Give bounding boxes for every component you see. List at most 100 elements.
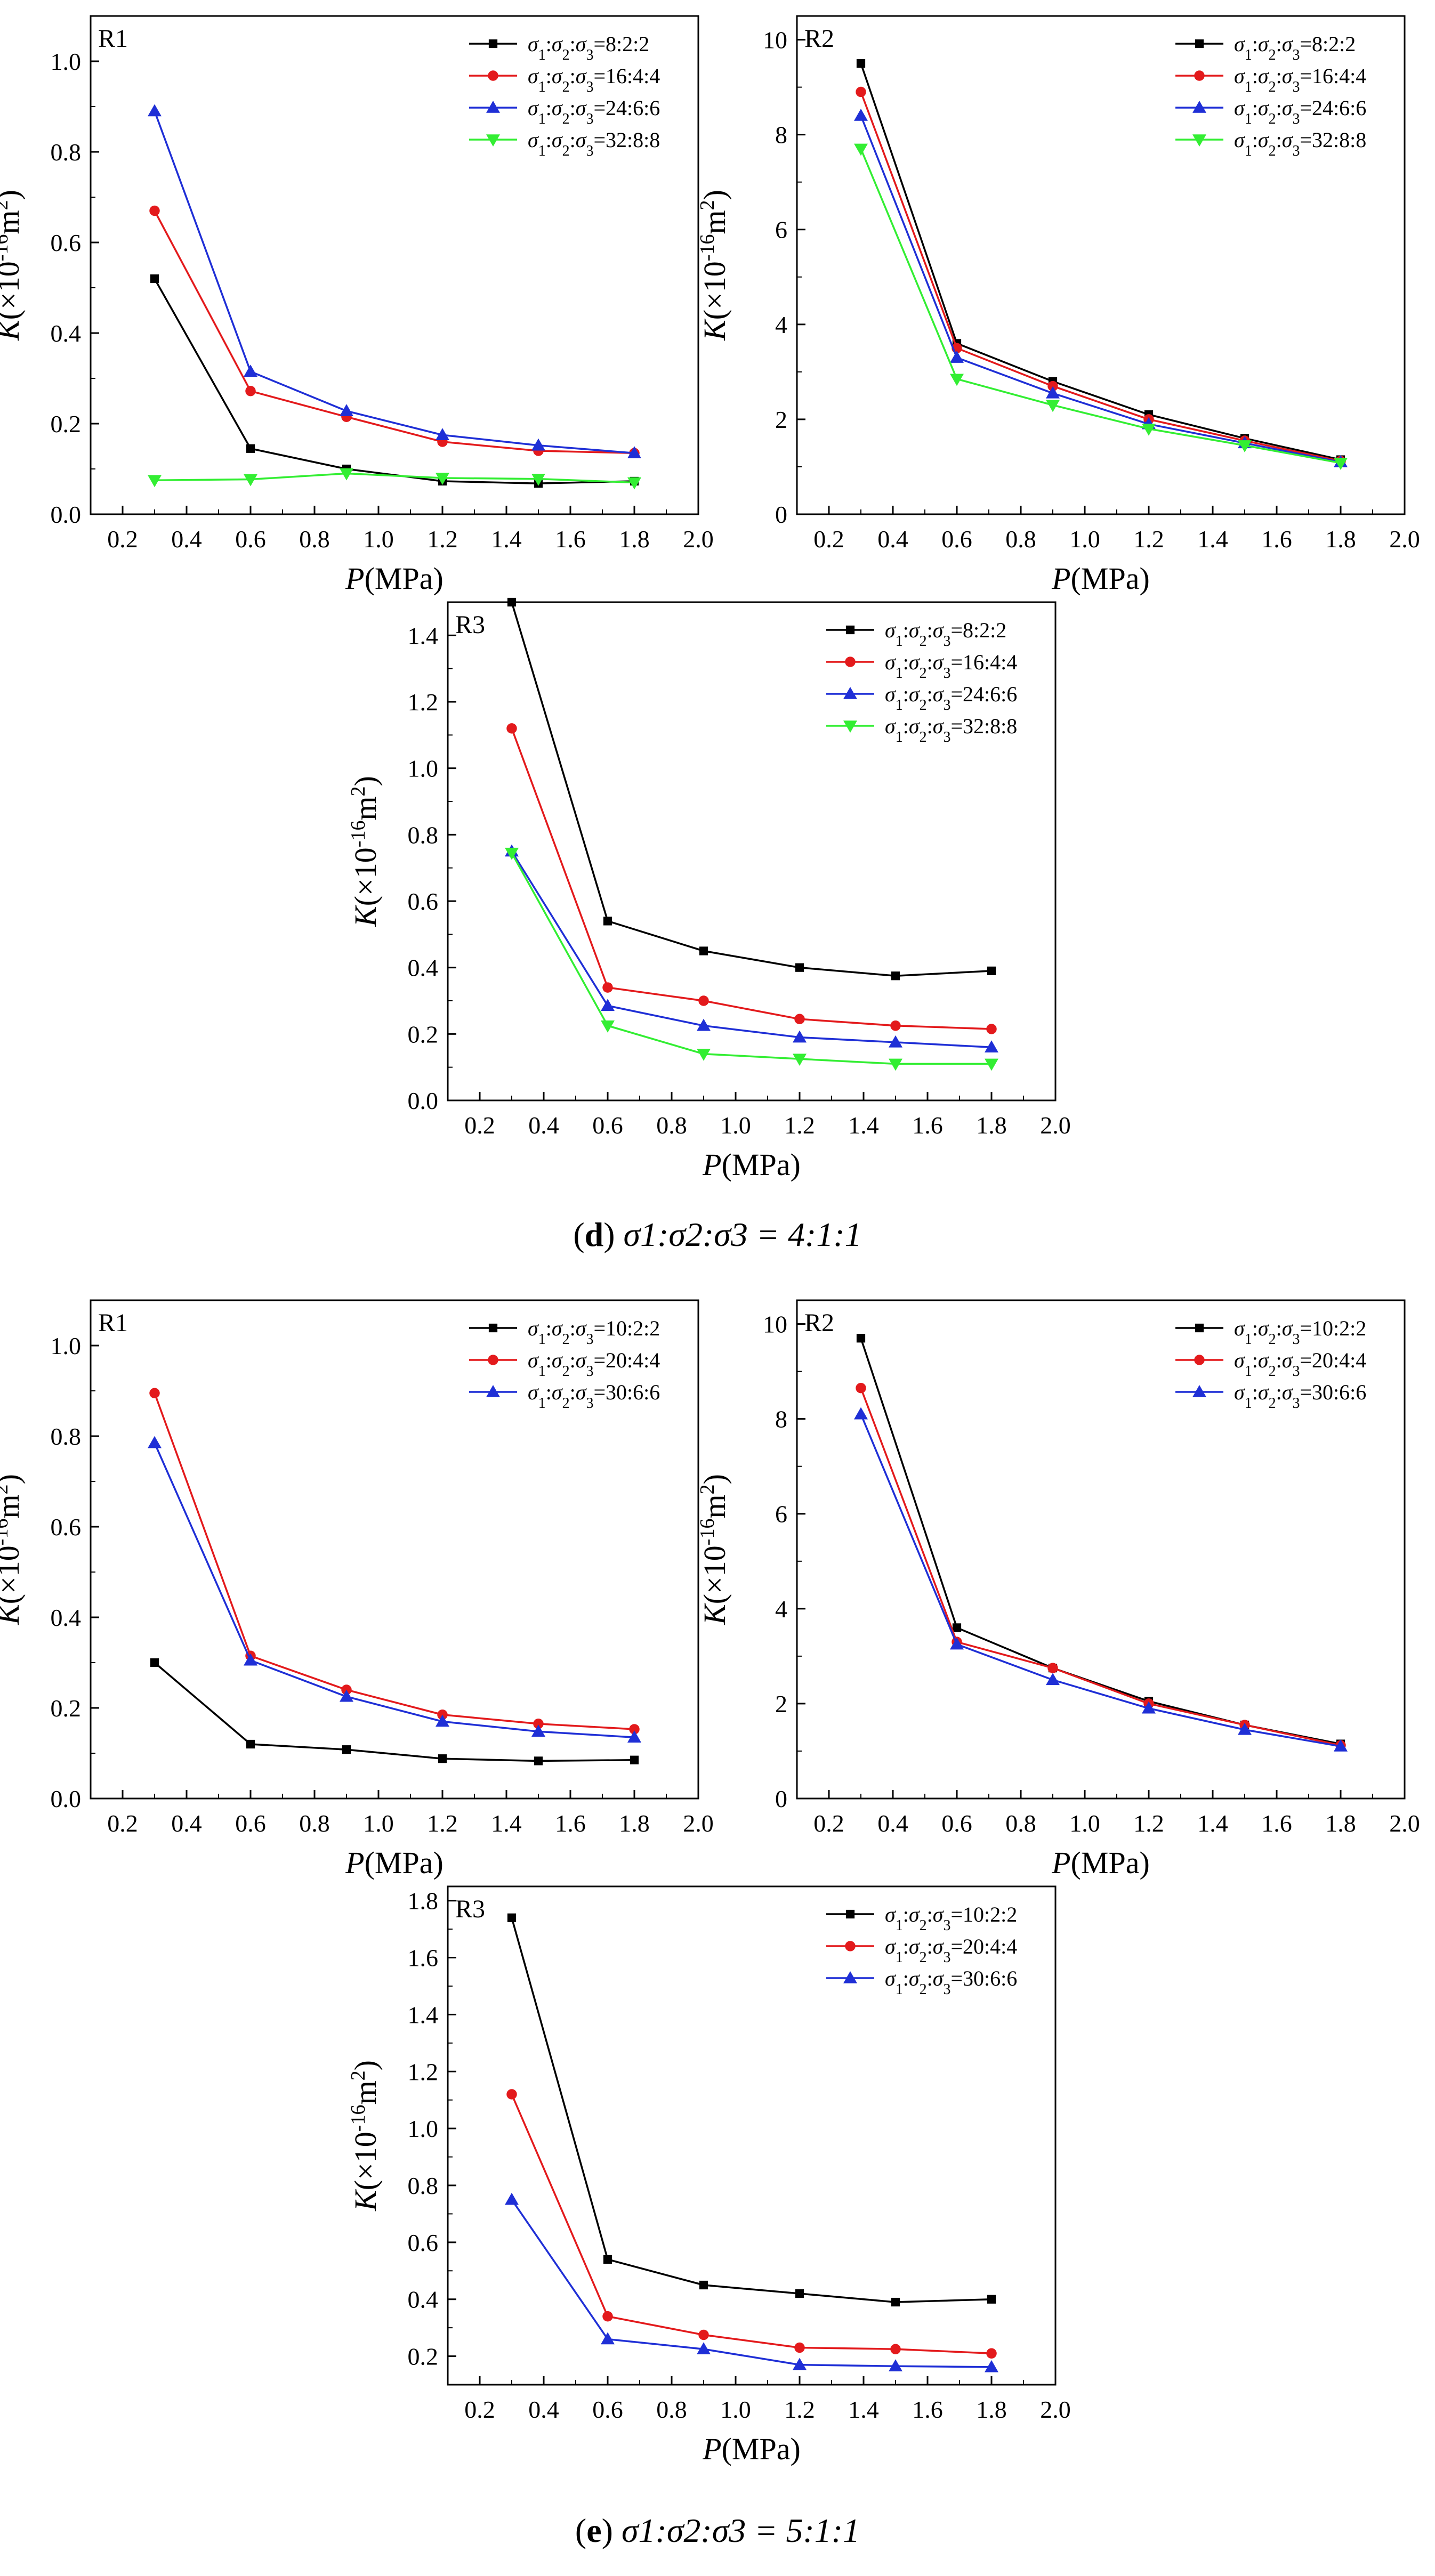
- data-point: [148, 475, 162, 488]
- legend-label: σ1:σ2:σ3=24:6:6: [1234, 96, 1366, 127]
- series-line: [511, 602, 992, 977]
- plot-frame: [796, 1299, 1406, 1800]
- y-axis-label: K(×10-16m2): [696, 190, 732, 341]
- x-tick-label: 0.4: [171, 525, 202, 553]
- x-tick-label: 1.2: [1133, 525, 1164, 553]
- series-line: [860, 1388, 1341, 1746]
- legend-text: :: [1276, 1316, 1282, 1340]
- x-axis-label-unit: (MPa): [1071, 561, 1150, 596]
- y-tick-label: 1.8: [408, 1888, 439, 1915]
- legend-text: :: [570, 64, 576, 88]
- legend-text: :: [1276, 1380, 1282, 1404]
- legend-marker: [1192, 1385, 1206, 1397]
- legend-subscript: 3: [1292, 1331, 1300, 1348]
- y-tick-label: 1.4: [408, 2001, 439, 2028]
- y-axis-label-part: 2: [347, 786, 369, 796]
- legend-sigma: σ: [528, 1316, 539, 1340]
- legend-subscript: 1: [1245, 1363, 1252, 1380]
- data-point: [245, 386, 256, 396]
- y-axis-label-part: ): [697, 190, 732, 200]
- legend-text: =24:6:6: [1300, 96, 1366, 120]
- y-axis-label: K(×10-16m2): [347, 776, 383, 927]
- x-axis-label-var: P: [345, 1845, 364, 1880]
- y-axis-label-part: -16: [0, 234, 12, 262]
- legend-subscript: 1: [538, 111, 546, 127]
- legend-label: σ1:σ2:σ3=10:2:2: [528, 1316, 660, 1348]
- legend-sigma: σ: [909, 682, 920, 706]
- legend-text: =10:2:2: [950, 1902, 1017, 1926]
- legend-sigma: σ: [1258, 96, 1269, 120]
- legend-label: σ1:σ2:σ3=16:4:4: [528, 64, 660, 95]
- x-axis-label-var: P: [702, 1147, 721, 1182]
- data-point: [506, 2089, 517, 2100]
- y-tick-label: 0.6: [408, 888, 439, 915]
- legend-label: σ1:σ2:σ3=24:6:6: [885, 682, 1017, 714]
- data-point: [627, 446, 641, 458]
- legend-subscript: 3: [943, 1981, 950, 1998]
- x-tick-label: 1.6: [1261, 1810, 1292, 1837]
- data-point: [889, 1035, 902, 1048]
- data-point: [987, 966, 996, 976]
- series-σ1:σ2:σ3=32:8:8: [148, 468, 641, 490]
- legend-sigma: σ: [1234, 128, 1245, 152]
- legend-text: :: [570, 1348, 576, 1372]
- data-point: [1046, 1673, 1060, 1686]
- legend-subscript: 3: [586, 143, 593, 159]
- data-point: [854, 109, 868, 121]
- x-tick-label: 1.6: [912, 2396, 943, 2423]
- y-axis-label-part: -16: [347, 2105, 369, 2132]
- legend-sigma: σ: [885, 618, 896, 642]
- data-point: [340, 404, 353, 416]
- data-point: [699, 946, 708, 955]
- data-point: [531, 1724, 545, 1737]
- series-line: [860, 1414, 1341, 1747]
- y-tick-label: 1.0: [408, 755, 439, 782]
- legend-marker: [843, 720, 857, 733]
- x-tick-label: 0.6: [941, 1810, 972, 1837]
- legend-sigma: σ: [1258, 32, 1269, 56]
- x-tick-label: 0.2: [813, 525, 844, 553]
- caption-d-letter: d: [584, 1216, 604, 1253]
- y-tick-label: 1.0: [51, 48, 82, 75]
- legend-label: σ1:σ2:σ3=30:6:6: [1234, 1380, 1366, 1412]
- data-point: [602, 2311, 613, 2322]
- legend-text: :: [1252, 128, 1258, 152]
- y-axis-label-part: K: [0, 1602, 26, 1625]
- legend-subscript: 2: [562, 143, 570, 159]
- x-axis-label: P(MPa): [345, 561, 444, 596]
- series-line: [511, 2094, 992, 2354]
- y-tick-label: 0.8: [51, 139, 82, 166]
- legend-sigma: σ: [552, 64, 563, 88]
- data-point: [856, 1382, 866, 1394]
- data-point: [148, 104, 162, 117]
- legend-marker: [1194, 1355, 1205, 1365]
- legend-text: :: [927, 618, 933, 642]
- data-point: [950, 1637, 964, 1650]
- data-point: [149, 1388, 160, 1398]
- legend-label: σ1:σ2:σ3=32:8:8: [1234, 128, 1366, 159]
- legend-subscript: 1: [896, 1917, 903, 1934]
- y-axis-label-part: 2: [0, 200, 12, 210]
- legend-sigma: σ: [576, 1348, 587, 1372]
- y-axis-label-part: K: [0, 318, 26, 341]
- legend-marker: [488, 70, 498, 81]
- x-tick-label: 0.2: [464, 1112, 495, 1139]
- data-point: [507, 597, 517, 607]
- legend-text: :: [903, 618, 909, 642]
- legend-text: =16:4:4: [1300, 64, 1366, 88]
- legend-text: :: [927, 1902, 933, 1926]
- legend-subscript: 2: [920, 1949, 927, 1966]
- chart-d-r1: 0.2 0.4 0.6 0.8 1.0 1.2 1.4 1.6 1.8 2.0 0.0 0.2 0.4 0…: [0, 15, 714, 596]
- data-point: [794, 2342, 805, 2353]
- legend-subscript: 3: [586, 47, 593, 63]
- legend-subscript: 1: [538, 79, 546, 95]
- legend-text: :: [903, 1934, 909, 1958]
- x-axis-label-unit: (MPa): [722, 1147, 801, 1182]
- data-point: [150, 274, 159, 283]
- legend-sigma: σ: [933, 1966, 944, 1990]
- y-axis-label-part: m: [348, 2080, 383, 2104]
- legend-subscript: 1: [896, 665, 903, 682]
- data-point: [507, 1913, 517, 1922]
- legend-subscript: 2: [920, 697, 927, 714]
- legend-subscript: 1: [538, 47, 546, 63]
